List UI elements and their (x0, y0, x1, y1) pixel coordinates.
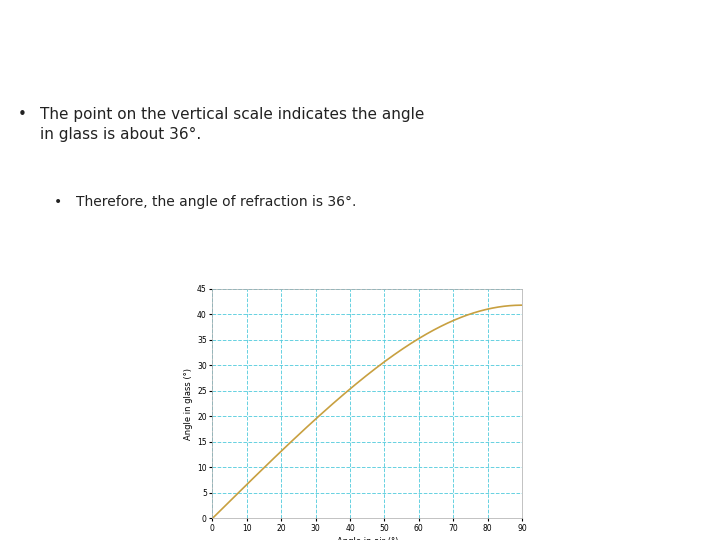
Text: •: • (18, 107, 27, 123)
X-axis label: Angle in air (°): Angle in air (°) (336, 537, 398, 540)
Y-axis label: Angle in glass (°): Angle in glass (°) (184, 368, 193, 440)
Text: The point on the vertical scale indicates the angle
in glass is about 36°.: The point on the vertical scale indicate… (40, 107, 424, 142)
Text: 9.3 Refraction: 9.3 Refraction (16, 26, 143, 44)
Text: Example 9.1: Example 9.1 (16, 64, 128, 82)
Text: Therefore, the angle of refraction is 36°.: Therefore, the angle of refraction is 36… (76, 195, 356, 209)
Text: •: • (54, 195, 62, 209)
